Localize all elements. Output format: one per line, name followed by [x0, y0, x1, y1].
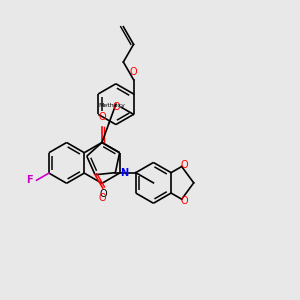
- Text: O: O: [100, 189, 107, 199]
- Text: O: O: [112, 102, 120, 112]
- Text: O: O: [98, 112, 106, 122]
- Text: N: N: [120, 168, 128, 178]
- Text: O: O: [99, 194, 106, 203]
- Text: Methoxy: Methoxy: [99, 103, 126, 108]
- Text: O: O: [130, 67, 137, 77]
- Text: O: O: [180, 160, 188, 170]
- Text: F: F: [26, 175, 33, 185]
- Text: O: O: [180, 196, 188, 206]
